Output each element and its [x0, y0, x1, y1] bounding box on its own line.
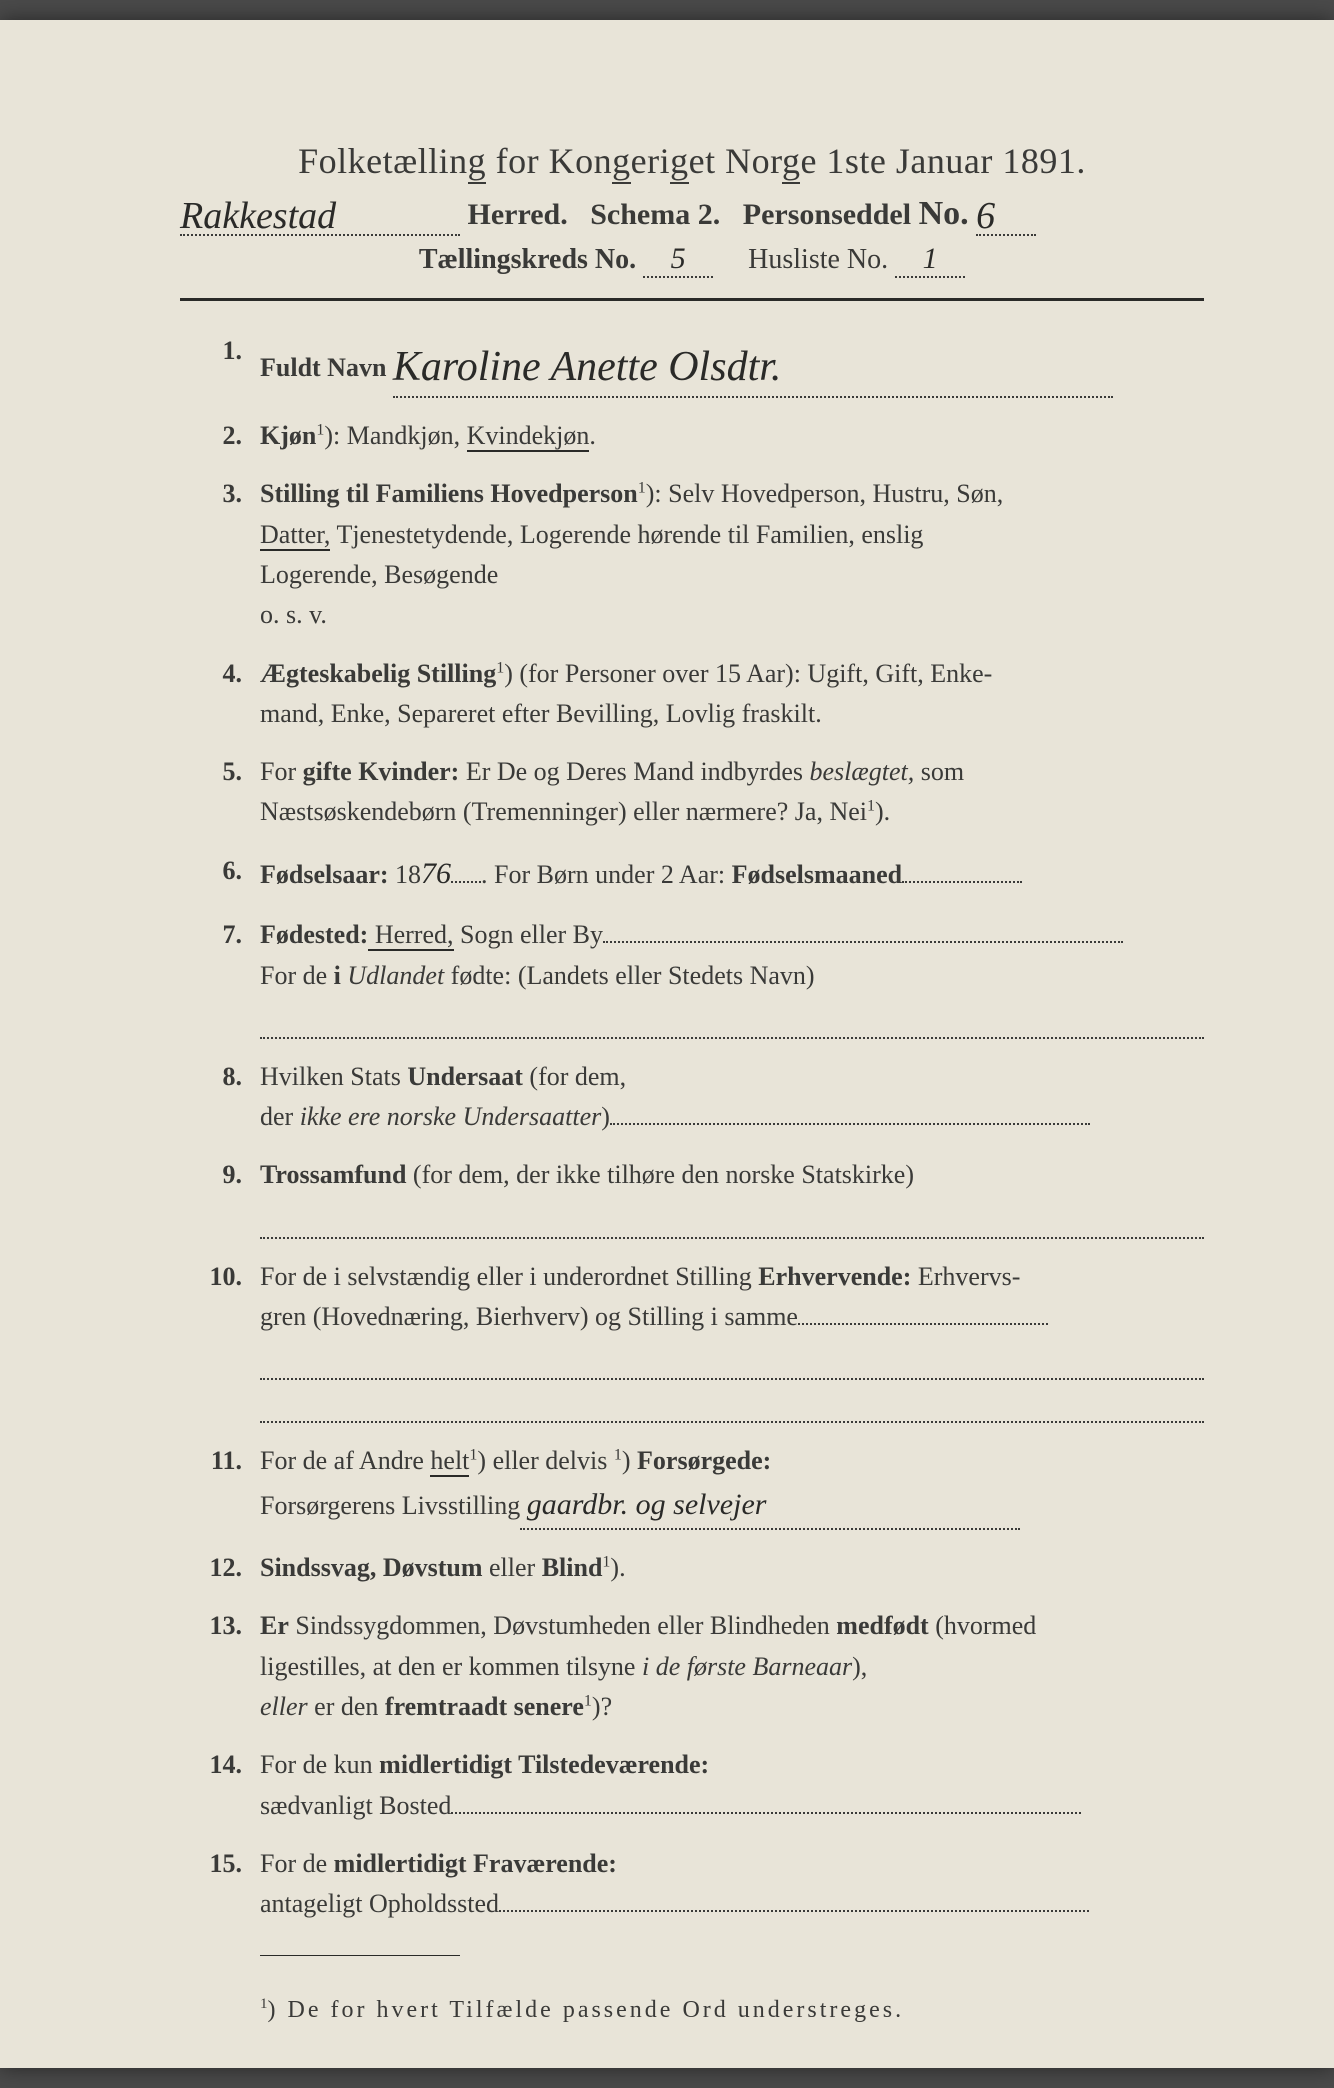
- herred-value: Rakkestad: [180, 195, 336, 237]
- husliste-no: 1: [923, 242, 938, 275]
- row-14: 14. For de kun midlertidigt Tilstedevære…: [200, 1745, 1204, 1826]
- row-1: 1. Fuldt Navn Karoline Anette Olsdtr.: [200, 331, 1204, 398]
- divider-rule: [180, 298, 1204, 301]
- row-4: 4. Ægteskabelig Stilling1) (for Personer…: [200, 654, 1204, 735]
- row-9: 9. Trossamfund (for dem, der ikke tilhør…: [200, 1155, 1204, 1238]
- title-text: Folketællin: [298, 141, 468, 181]
- personseddel-no: 6: [976, 195, 995, 237]
- herred-line: Rakkestad Herred. Schema 2. Personseddel…: [180, 190, 1204, 236]
- row-11: 11. For de af Andre helt1) eller delvis …: [200, 1441, 1204, 1530]
- row-3: 3. Stilling til Familiens Hovedperson1):…: [200, 474, 1204, 635]
- tk-no: 5: [671, 242, 686, 275]
- census-form-page: Folketælling for Kongeriget Norge 1ste J…: [0, 20, 1334, 2068]
- row-12: 12. Sindssvag, Døvstum eller Blind1).: [200, 1548, 1204, 1588]
- footnote: 1) De for hvert Tilfælde passende Ord un…: [180, 1996, 1204, 2024]
- row-6: 6. Fødselsaar: 1876. For Børn under 2 Aa…: [200, 851, 1204, 898]
- fodested-value: Herred,: [368, 920, 453, 951]
- birth-year: 76: [421, 857, 451, 890]
- footnote-rule: [260, 1955, 460, 1956]
- form-body: 1. Fuldt Navn Karoline Anette Olsdtr. 2.…: [180, 331, 1204, 1925]
- row-8: 8. Hvilken Stats Undersaat (for dem, der…: [200, 1057, 1204, 1138]
- row-15: 15. For de midlertidigt Fraværende: anta…: [200, 1844, 1204, 1925]
- main-title: Folketælling for Kongeriget Norge 1ste J…: [180, 140, 1204, 182]
- row-7: 7. Fødested: Herred, Sogn eller By For d…: [200, 915, 1204, 1039]
- forsorger-value: gaardbr. og selvejer: [527, 1488, 767, 1521]
- kreds-line: Tællingskreds No. 5 Husliste No. 1: [180, 242, 1204, 278]
- stilling-value: Datter,: [260, 520, 330, 551]
- row-5: 5. For gifte Kvinder: Er De og Deres Man…: [200, 752, 1204, 833]
- full-name-value: Karoline Anette Olsdtr.: [393, 344, 782, 390]
- row-10: 10. For de i selvstændig eller i underor…: [200, 1257, 1204, 1424]
- row-2: 2. Kjøn1): Mandkjøn, Kvindekjøn.: [200, 416, 1204, 456]
- row-13: 13. Er Sindssygdommen, Døvstumheden elle…: [200, 1606, 1204, 1727]
- kjon-value: Kvindekjøn: [467, 421, 590, 452]
